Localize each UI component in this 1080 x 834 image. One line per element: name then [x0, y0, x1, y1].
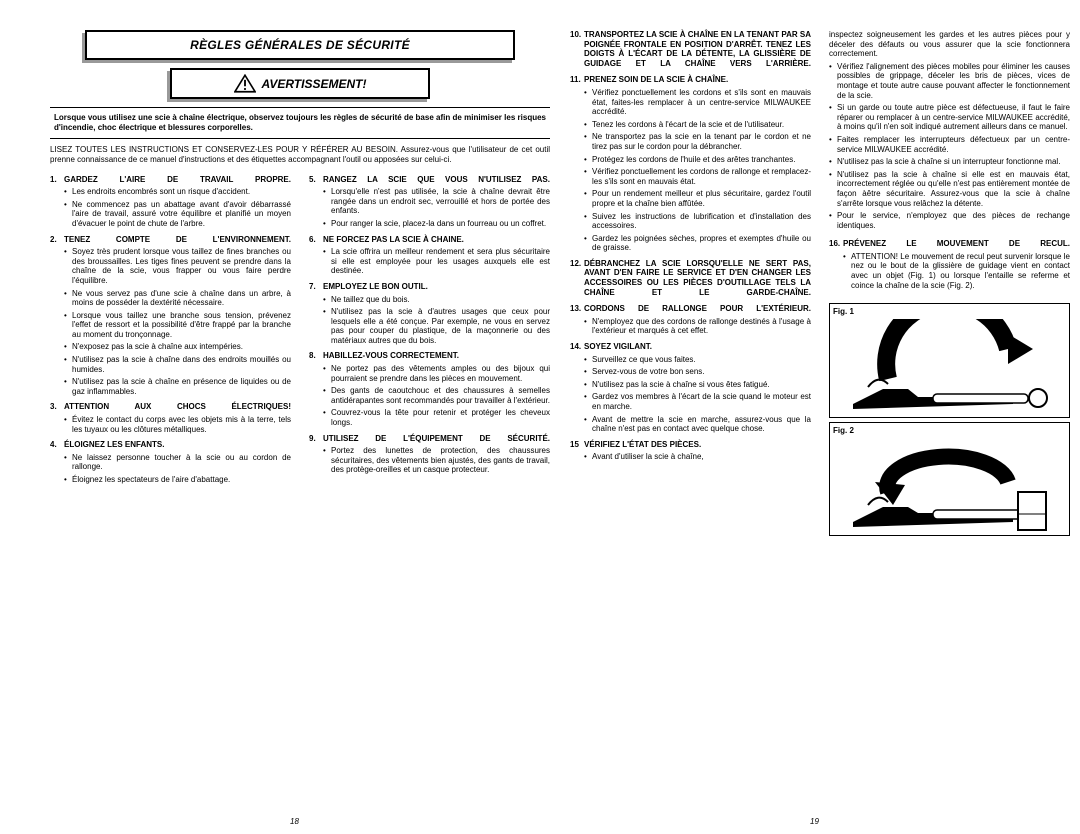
chainsaw-fig1-icon: [833, 319, 1053, 414]
rule-5-heading: 5.RANGEZ LA SCIE QUE VOUS N'UTILISEZ PAS…: [309, 175, 550, 185]
rule-12-heading: 12.DÉBRANCHEZ LA SCIE LORSQU'ELLE NE SER…: [570, 259, 811, 297]
rule-9-heading: 9.UTILISEZ DE L'ÉQUIPEMENT DE SÉCURITÉ.: [309, 434, 550, 444]
rule-8-heading: 8.HABILLEZ-VOUS CORRECTEMENT.: [309, 351, 550, 361]
rule-6-items: La scie offrira un meilleur rendement et…: [323, 247, 550, 276]
rule-1-heading: 1.GARDEZ L'AIRE DE TRAVAIL PROPRE.: [50, 175, 291, 185]
right-columns: 10.TRANSPORTEZ LA SCIE À CHAÎNE EN LA TE…: [570, 30, 1070, 536]
intro-secondary: LISEZ TOUTES LES INSTRUCTIONS ET CONSERV…: [50, 145, 550, 164]
left-col-2: 5.RANGEZ LA SCIE QUE VOUS N'UTILISEZ PAS…: [309, 175, 550, 491]
rule-7-items: Ne taillez que du bois. N'utilisez pas l…: [323, 295, 550, 346]
rule-15b-items: inspectez soigneusement les gardes et le…: [829, 30, 1070, 233]
rule-11-heading: 11.PRENEZ SOIN DE LA SCIE À CHAÎNE.: [570, 75, 811, 85]
chainsaw-fig2-icon: [833, 437, 1053, 532]
right-col-2: inspectez soigneusement les gardes et le…: [829, 30, 1070, 536]
rule-2-heading: 2.TENEZ COMPTE DE L'ENVIRONNEMENT.: [50, 235, 291, 245]
intro-bold: Lorsque vous utilisez une scie à chaîne …: [50, 107, 550, 139]
warning-box: AVERTISSEMENT!: [170, 68, 430, 99]
rule-6-heading: 6.NE FORCEZ PAS LA SCIE À CHAINE.: [309, 235, 550, 245]
rule-7-heading: 7.EMPLOYEZ LE BON OUTIL.: [309, 282, 550, 292]
rule-3-items: Évitez le contact du corps avec les obje…: [64, 415, 291, 434]
page-number-left: 18: [290, 817, 299, 826]
rule-4-items: Ne laissez personne toucher à la scie ou…: [64, 453, 291, 485]
figure-2: Fig. 2: [829, 422, 1070, 537]
rule-11-items: Vérifiez ponctuellement les cordons et s…: [584, 88, 811, 253]
rule-13-heading: 13.CORDONS DE RALLONGE POUR L'EXTÉRIEUR.: [570, 304, 811, 314]
rule-16-heading: 16.PRÉVENEZ LE MOUVEMENT DE RECUL.: [829, 239, 1070, 249]
fig2-label: Fig. 2: [833, 426, 1066, 436]
title-box: RÈGLES GÉNÉRALES DE SÉCURITÉ: [85, 30, 515, 60]
rule-16-items: ATTENTION! Le mouvement de recul peut su…: [843, 252, 1070, 293]
fig1-label: Fig. 1: [833, 307, 1066, 317]
rule-13-items: N'employez que des cordons de rallonge d…: [584, 317, 811, 336]
rule-10-heading: 10.TRANSPORTEZ LA SCIE À CHAÎNE EN LA TE…: [570, 30, 811, 68]
rule-1-items: Les endroits encombrés sont un risque d'…: [64, 187, 291, 228]
rule-14-heading: 14.SOYEZ VIGILANT.: [570, 342, 811, 352]
rule-3-heading: 3.ATTENTION AUX CHOCS ÉLECTRIQUES!: [50, 402, 291, 412]
figure-1: Fig. 1: [829, 303, 1070, 418]
left-col-1: 1.GARDEZ L'AIRE DE TRAVAIL PROPRE. Les e…: [50, 175, 291, 491]
warning-triangle-icon: [234, 74, 256, 93]
page-left: RÈGLES GÉNÉRALES DE SÉCURITÉ AVERTISSEME…: [50, 30, 550, 491]
page-right: 10.TRANSPORTEZ LA SCIE À CHAÎNE EN LA TE…: [570, 30, 1070, 536]
rule-14-items: Surveillez ce que vous faites. Servez-vo…: [584, 355, 811, 434]
page-number-right: 19: [810, 817, 819, 826]
rule-15-items: Avant d'utiliser la scie à chaîne,: [584, 452, 811, 462]
rule-15-heading: 15VÉRIFIEZ L'ÉTAT DES PIÈCES.: [570, 440, 811, 450]
rule-9-items: Portez des lunettes de protection, des c…: [323, 446, 550, 475]
warning-text: AVERTISSEMENT!: [262, 77, 367, 91]
rule-2-items: Soyez très prudent lorsque vous taillez …: [64, 247, 291, 396]
rule-5-items: Lorsqu'elle n'est pas utilisée, la scie …: [323, 187, 550, 228]
rule-4-heading: 4.ÉLOIGNEZ LES ENFANTS.: [50, 440, 291, 450]
rule-8-items: Ne portez pas des vêtements amples ou de…: [323, 364, 550, 428]
left-columns: 1.GARDEZ L'AIRE DE TRAVAIL PROPRE. Les e…: [50, 175, 550, 491]
right-col-1: 10.TRANSPORTEZ LA SCIE À CHAÎNE EN LA TE…: [570, 30, 811, 536]
